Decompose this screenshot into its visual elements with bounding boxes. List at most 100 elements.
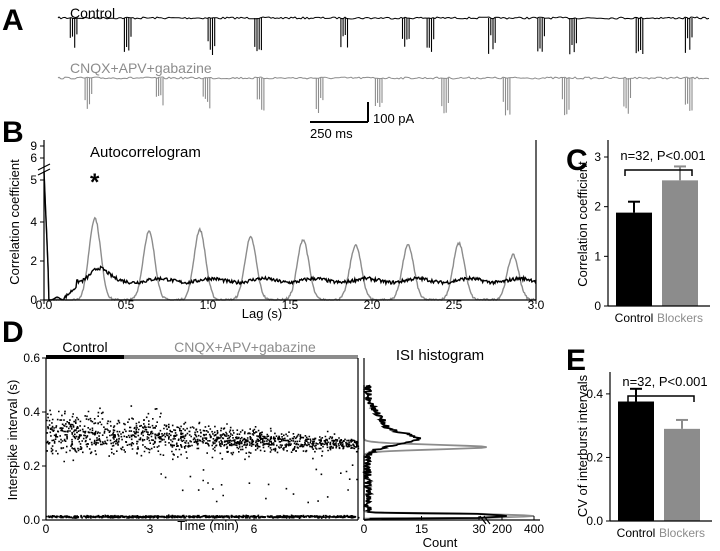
burst-control-11: [684, 18, 693, 53]
bar-y-tick-3: 3: [594, 150, 601, 164]
panel-e-stats: n=32, P<0.001: [622, 374, 707, 389]
panel-c-y-label: Correlation coefficient: [575, 161, 590, 287]
autocorr-x-tick-2: 1.0: [200, 298, 217, 312]
burst-blockers-3: [256, 78, 265, 111]
bar-control: [616, 212, 652, 306]
hist-x-tick-1: 15: [415, 522, 429, 536]
autocorr-y-tick-0: 0: [30, 293, 37, 307]
burst-blockers-1: [155, 78, 164, 106]
intraburst-points: [46, 514, 360, 519]
burst-blockers-10: [684, 78, 693, 111]
autocorr-y-tick-1: 2: [30, 254, 37, 268]
bar-y-tick-0: 0.0: [586, 514, 603, 528]
hist-x-tick-2: 30: [472, 522, 486, 536]
isi-y-ticks: 0.0 0.2 0.4 0.6: [23, 351, 46, 527]
trace-baseline-control: [57, 16, 710, 20]
isi-y-tick-1: 0.2: [23, 459, 40, 473]
isi-histogram-blockers: [363, 385, 535, 520]
autocorr-x-tick-6: 3.0: [528, 298, 545, 312]
autocorrelogram-plot: [43, 171, 537, 302]
autocorrelogram-x-ticks: 0.0 0.5 1.0 1.5 2.0 2.5 3.0: [36, 298, 545, 312]
hist-x-tick-4: 400: [524, 522, 544, 536]
condition-label-blockers: CNQX+APV+gabazine: [174, 339, 316, 355]
burst-blockers-8: [561, 78, 570, 116]
burst-control-9: [569, 18, 577, 55]
isi-x-tick-2: 6: [251, 522, 258, 536]
isi-x-tick-1: 3: [147, 522, 154, 536]
isi-x-tick-0: 0: [43, 522, 50, 536]
isi-y-tick-3: 0.6: [23, 351, 40, 365]
burst-control-4: [340, 18, 349, 48]
bar-label-control: Control: [615, 311, 654, 325]
autocorr-y-tick-3: 5: [30, 173, 37, 187]
burst-control-6: [426, 18, 435, 52]
burst-blockers-9: [623, 78, 632, 114]
scale-bar-amp-label: 100 pA: [373, 111, 415, 126]
burst-blockers-0: [84, 78, 93, 109]
burst-blockers-6: [441, 78, 449, 114]
burst-control-7: [488, 18, 496, 54]
isi-y-label: Interspike interval (s): [5, 380, 20, 501]
bar-control: [618, 401, 654, 521]
isi-y-tick-2: 0.4: [23, 405, 40, 419]
bar-label-blockers: Blockers: [657, 311, 703, 325]
autocorrelogram-title: Autocorrelogram: [90, 144, 201, 161]
isi-y-tick-0: 0.0: [23, 513, 40, 527]
significance-asterisk: *: [90, 169, 100, 196]
burst-blockers-5: [374, 78, 383, 107]
isi-histogram-plot: [362, 384, 535, 521]
bar-y-tick-2: 2: [594, 200, 601, 214]
panel-letter-d: D: [2, 316, 24, 349]
isi-histogram-x-label: Count: [423, 535, 458, 550]
autocorr-series-control: [43, 171, 537, 301]
panel-letter-b: B: [2, 116, 24, 149]
autocorr-y-tick-4: 6: [30, 151, 37, 165]
autocorrelogram-x-label: Lag (s): [242, 306, 282, 321]
trace-baseline-blockers: [57, 76, 710, 80]
panel-c-plot: 0 1 2 3 Control Blockers: [594, 150, 703, 325]
scale-bar: 250 ms 100 pA: [310, 102, 415, 141]
bar-blockers: [664, 428, 700, 521]
hist-x-tick-3: 200: [492, 522, 512, 536]
isi-histogram-x-ticks: 0 15 30 200 400: [361, 516, 544, 536]
isi-x-ticks: 0 3 6: [43, 516, 258, 536]
scale-bar-time-label: 250 ms: [310, 126, 353, 141]
burst-control-8: [537, 18, 545, 52]
bar-y-tick-1: 0.2: [586, 450, 603, 464]
bar-label-blockers: Blockers: [659, 526, 705, 540]
bar-blockers: [662, 180, 698, 306]
panel-e-plot: 0.0 0.2 0.4 Control Blockers: [586, 387, 705, 540]
panel-letter-a: A: [2, 4, 24, 37]
panel-a-traces: Control CNQX+APV+gabazine 250 ms 100 pA: [57, 5, 710, 141]
autocorr-x-tick-0: 0.0: [36, 298, 53, 312]
trace-label-control: Control: [70, 5, 115, 21]
trace-label-blockers: CNQX+APV+gabazine: [70, 60, 212, 76]
autocorrelogram-y-label: Correlation coefficient: [7, 159, 22, 285]
panel-d-isi-histogram: ISI histogram 0 15 30 200 400 Count: [361, 347, 545, 550]
hist-x-tick-0: 0: [361, 522, 368, 536]
condition-label-control: Control: [62, 339, 107, 355]
autocorr-x-tick-4: 2.0: [364, 298, 381, 312]
autocorr-x-tick-3: 1.5: [282, 298, 299, 312]
burst-control-3: [254, 18, 262, 52]
condition-bars: Control CNQX+APV+gabazine: [46, 339, 358, 359]
autocorr-x-tick-1: 0.5: [118, 298, 135, 312]
burst-control-0: [69, 18, 78, 48]
isi-scatter-plot: [46, 405, 360, 519]
trace-blockers: [57, 76, 710, 116]
burst-blockers-4: [315, 78, 324, 113]
panel-letter-c: C: [566, 144, 588, 177]
bar-label-control: Control: [617, 526, 656, 540]
autocorrelogram-y-ticks: 0 2 4 5 69: [30, 139, 44, 307]
burst-control-10: [635, 18, 644, 54]
trace-control: [57, 16, 710, 55]
panel-c-stats: n=32, P<0.001: [620, 148, 705, 163]
burst-control-1: [123, 18, 132, 52]
bar-y-tick-2: 0.4: [586, 387, 603, 401]
autocorr-y-tick-5: 9: [30, 139, 37, 153]
autocorr-x-tick-5: 2.5: [446, 298, 463, 312]
burst-blockers-2: [202, 78, 211, 109]
panel-b-autocorrelogram: 0 2 4 5 69 0.0 0.5 1.0 1.5 2.0 2.5 3.0 Autocorrelo…: [7, 139, 545, 321]
panel-c-bar-chart: 0 1 2 3 Control Blockers n=32, P<0.001 Correl…: [575, 140, 710, 325]
